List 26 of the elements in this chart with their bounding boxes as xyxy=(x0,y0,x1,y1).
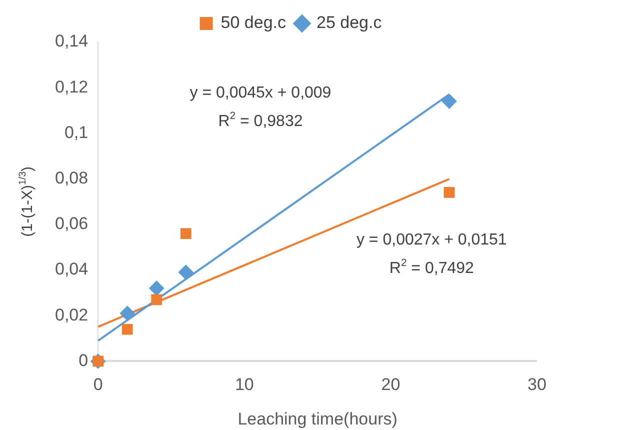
x-tick-label: 10 xyxy=(234,375,254,394)
point xyxy=(442,94,457,109)
y-tick-label: 0,02 xyxy=(54,305,88,324)
y-tick-label: 0,12 xyxy=(54,77,88,96)
point xyxy=(444,187,455,198)
y-tick-label: 0,04 xyxy=(54,260,88,279)
y-tick-label: 0,14 xyxy=(54,32,88,51)
point xyxy=(151,294,162,306)
x-tick-label: 0 xyxy=(93,375,103,394)
legend-label: 50 deg.c xyxy=(220,13,286,32)
point xyxy=(178,264,194,280)
annotation: y = 0,0027x + 0,0151 xyxy=(356,231,507,248)
point xyxy=(149,280,164,296)
y-tick-label: 0 xyxy=(78,350,88,370)
y-tick-label: 0,1 xyxy=(64,122,88,142)
annotation: y = 0,0045x + 0,009 xyxy=(190,84,332,102)
legend-label: 25 deg.c xyxy=(316,13,382,32)
point xyxy=(120,306,135,321)
y-tick-label: 0,06 xyxy=(54,214,88,234)
x-axis-title: Leaching time(hours) xyxy=(238,409,398,428)
y-tick-label: 0,08 xyxy=(54,168,88,188)
point xyxy=(122,324,133,335)
point xyxy=(180,228,192,239)
x-tick-label: 20 xyxy=(381,375,400,394)
y-axis-title: (1-(1-X)1/3) xyxy=(17,166,36,237)
x-tick-label: 30 xyxy=(528,375,546,394)
